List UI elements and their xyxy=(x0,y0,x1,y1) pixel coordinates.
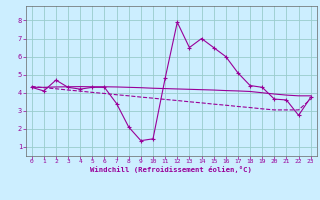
X-axis label: Windchill (Refroidissement éolien,°C): Windchill (Refroidissement éolien,°C) xyxy=(90,166,252,173)
